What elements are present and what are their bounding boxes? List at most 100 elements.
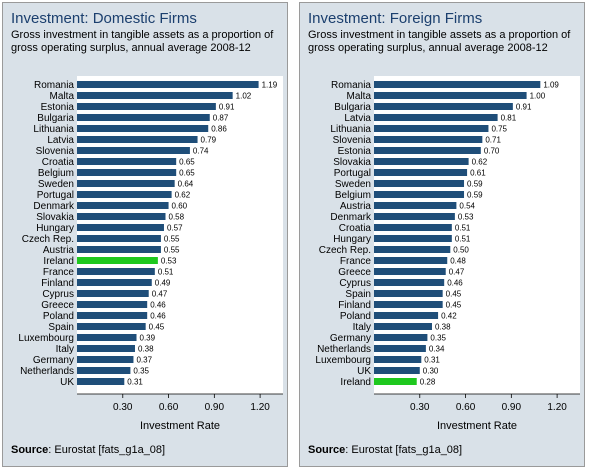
value-label: 0.79: [201, 136, 217, 145]
bar-sweden: [77, 180, 175, 187]
bar-latvia: [77, 136, 198, 143]
value-label: 1.09: [543, 81, 559, 90]
value-label: 0.54: [459, 202, 475, 211]
bar-hungary: [374, 235, 452, 242]
source-text: : Eurostat [fats_g1a_08]: [48, 444, 166, 456]
category-label: Belgium: [335, 190, 371, 201]
bar-luxembourg: [77, 334, 137, 341]
value-label: 0.42: [441, 312, 457, 321]
value-label: 0.39: [140, 334, 156, 343]
category-label: Cyprus: [42, 289, 74, 300]
value-label: 0.49: [155, 279, 171, 288]
value-label: 0.64: [178, 180, 194, 189]
category-label: Netherlands: [317, 344, 371, 355]
category-label: Ireland: [43, 256, 74, 267]
x-tick-label: 0.60: [159, 402, 179, 413]
category-label: Latvia: [344, 113, 371, 124]
bar-slovakia: [77, 213, 166, 220]
bar-belgium: [374, 191, 465, 198]
category-label: Lithuania: [33, 124, 74, 135]
category-label: Czech Rep.: [22, 234, 74, 245]
bar-croatia: [77, 158, 177, 165]
category-label: Bulgaria: [334, 102, 371, 113]
chart-subtitle: Gross investment in tangible assets as a…: [308, 29, 571, 54]
x-tick-label: 0.30: [410, 402, 430, 413]
value-label: 0.28: [420, 378, 436, 387]
category-label: Slovenia: [333, 135, 372, 146]
value-label: 0.38: [435, 323, 451, 332]
bar-ireland: [374, 378, 417, 385]
value-label: 0.61: [470, 169, 486, 178]
bar-france: [77, 268, 155, 275]
category-label: Hungary: [333, 234, 371, 245]
category-label: Italy: [353, 322, 371, 333]
bar-ireland: [77, 257, 158, 264]
value-label: 0.35: [430, 334, 446, 343]
bar-italy: [77, 345, 135, 352]
value-label: 0.58: [169, 213, 185, 222]
value-label: 0.45: [446, 290, 462, 299]
value-label: 0.46: [150, 312, 166, 321]
category-label: Bulgaria: [37, 113, 74, 124]
x-tick-label: 0.30: [113, 402, 133, 413]
bar-uk: [374, 367, 420, 374]
value-label: 0.55: [164, 246, 180, 255]
bar-austria: [77, 246, 161, 253]
value-label: 0.46: [150, 301, 166, 310]
value-label: 0.59: [467, 180, 483, 189]
value-label: 0.47: [152, 290, 168, 299]
value-label: 0.91: [219, 103, 235, 112]
source-note: Source: Eurostat [fats_g1a_08]: [308, 444, 462, 456]
bar-belgium: [77, 169, 177, 176]
bar-portugal: [77, 191, 172, 198]
value-label: 1.00: [530, 92, 546, 101]
category-label: Austria: [340, 201, 372, 212]
category-label: Slovakia: [333, 157, 371, 168]
value-label: 1.02: [236, 92, 252, 101]
category-label: Poland: [340, 311, 371, 322]
category-label: Hungary: [36, 223, 74, 234]
bar-germany: [374, 334, 428, 341]
category-label: Denmark: [33, 201, 75, 212]
category-label: Luxembourg: [18, 333, 74, 344]
category-label: UK: [357, 366, 371, 377]
chart-title: Investment: Foreign Firms: [308, 10, 483, 27]
bar-finland: [77, 279, 152, 286]
bar-lithuania: [374, 125, 489, 132]
category-label: France: [43, 267, 75, 278]
value-label: 0.50: [453, 246, 469, 255]
category-label: Finland: [41, 278, 74, 289]
x-tick-label: 0.90: [502, 402, 522, 413]
category-label: Germany: [330, 333, 371, 344]
category-label: Malta: [50, 91, 75, 102]
bar-denmark: [77, 202, 169, 209]
value-label: 0.38: [138, 345, 154, 354]
category-label: Netherlands: [20, 366, 74, 377]
bar-czech-rep: [77, 235, 161, 242]
bar-bulgaria: [374, 103, 513, 110]
bar-bulgaria: [77, 114, 210, 121]
bar-cyprus: [77, 290, 149, 297]
bar-slovenia: [77, 147, 190, 154]
bar-cyprus: [374, 279, 445, 286]
value-label: 0.47: [449, 268, 465, 277]
value-label: 0.31: [424, 356, 440, 365]
value-label: 0.62: [175, 191, 191, 200]
bar-sweden: [374, 180, 465, 187]
bar-italy: [374, 323, 432, 330]
bar-spain: [77, 323, 146, 330]
source-note: Source: Eurostat [fats_g1a_08]: [11, 444, 165, 456]
category-label: Estonia: [338, 146, 372, 157]
bar-luxembourg: [374, 356, 422, 363]
category-label: Greece: [338, 267, 371, 278]
value-label: 0.86: [211, 125, 227, 134]
value-label: 0.87: [213, 114, 229, 123]
category-label: Italy: [56, 344, 74, 355]
bar-lithuania: [77, 125, 209, 132]
source-label: Source: [11, 444, 49, 456]
value-label: 0.35: [133, 367, 149, 376]
value-label: 0.70: [484, 147, 500, 156]
bar-slovenia: [374, 136, 483, 143]
foreign-bar-chart: Romania 1.09 Malta 1.00 Bulgaria 0.91 Latvia 0.…: [315, 80, 580, 413]
bar-hungary: [77, 224, 164, 231]
